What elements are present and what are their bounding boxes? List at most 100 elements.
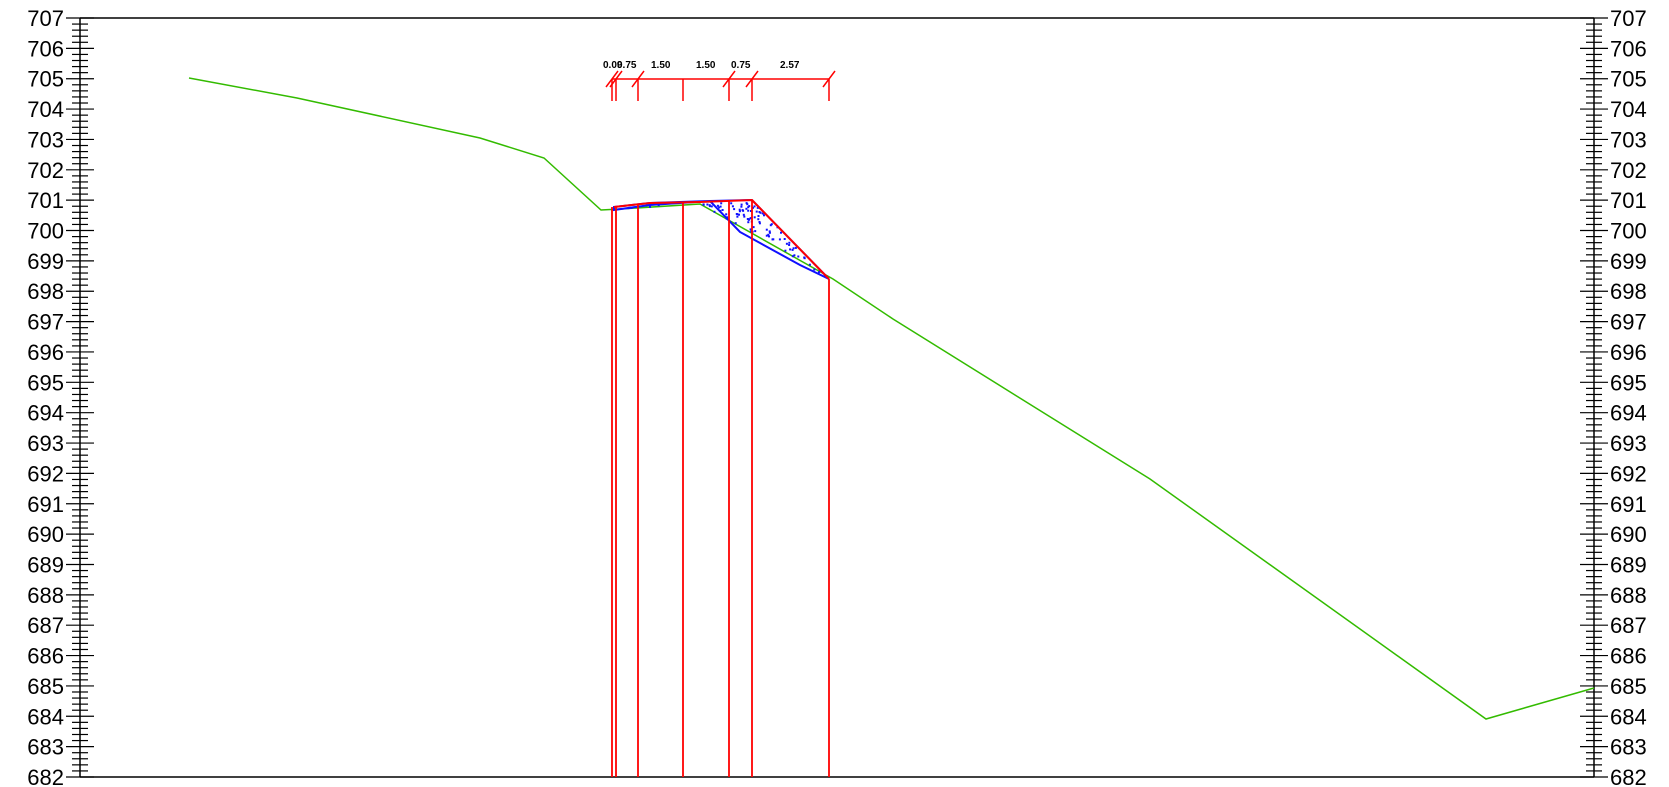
- dimension-label: 1.50: [696, 60, 716, 71]
- hatch-dot: [750, 217, 752, 220]
- hatch-dot: [754, 230, 757, 233]
- right-elevation-axis: [1580, 17, 1608, 778]
- elevation-tick-label: 705: [1610, 67, 1647, 92]
- elevation-tick-label: 694: [27, 401, 64, 426]
- hatch-dot: [808, 263, 811, 266]
- elevation-tick-label: 685: [27, 674, 64, 699]
- elevation-tick-label: 684: [27, 704, 64, 729]
- fill-area-polygon: [613, 198, 830, 280]
- hatch-dot: [725, 213, 728, 216]
- elevation-tick-label: 687: [27, 613, 64, 638]
- hatch-dot: [736, 215, 739, 218]
- hatch-dot: [746, 203, 749, 206]
- hatch-dot: [794, 246, 797, 249]
- elevation-tick-label: 701: [27, 188, 64, 213]
- stake-lines: [611, 200, 830, 777]
- elevation-tick-label: 701: [1610, 188, 1647, 213]
- elevation-tick-label: 700: [1610, 219, 1647, 244]
- hatch-dot: [742, 213, 745, 216]
- hatch-dot: [740, 205, 743, 208]
- hatch-dot: [708, 205, 711, 208]
- hatch-dot: [743, 215, 746, 218]
- elevation-tick-label: 706: [1610, 36, 1647, 61]
- hatch-dot: [750, 210, 752, 212]
- hatch-dot: [765, 228, 768, 231]
- hatch-dot: [753, 205, 756, 208]
- hatch-dot: [731, 205, 734, 208]
- hatch-dot: [726, 216, 729, 219]
- elevation-tick-label: 691: [27, 492, 64, 517]
- elevation-tick-label: 690: [27, 522, 64, 547]
- elevation-tick-label: 688: [27, 583, 64, 608]
- hatch-dot: [797, 255, 800, 258]
- elevation-tick-label: 702: [1610, 158, 1647, 183]
- hatch-dot: [768, 235, 770, 238]
- hatch-dot: [736, 213, 739, 216]
- hatch-dot: [746, 218, 749, 220]
- hatch-dot: [758, 221, 761, 223]
- design-section-outline: [613, 198, 830, 280]
- elevation-tick-label: 703: [27, 127, 64, 152]
- left-axis-labels: 707 706 705 704 703 702 701 700 699 698 697 696 695 6…: [27, 6, 64, 787]
- hatch-dot: [733, 208, 736, 211]
- hatch-dot: [702, 203, 705, 206]
- hatch-dot: [759, 211, 762, 214]
- hatch-dot: [791, 255, 794, 258]
- dimension-label: 0.09: [603, 60, 623, 71]
- hatch-dot: [761, 212, 764, 215]
- hatch-dot: [630, 207, 633, 209]
- elevation-tick-label: 683: [1610, 735, 1647, 760]
- hatch-dot: [765, 234, 768, 237]
- elevation-tick-label: 689: [1610, 552, 1647, 577]
- hatch-dot: [719, 209, 722, 212]
- elevation-tick-label: 684: [1610, 704, 1647, 729]
- hatch-dot: [706, 203, 709, 206]
- hatch-dot: [730, 202, 733, 205]
- elevation-tick-label: 695: [27, 370, 64, 395]
- hatch-dot: [785, 242, 788, 245]
- hatch-dot: [778, 238, 781, 241]
- hatch-dot: [763, 214, 765, 217]
- dimension-labels: 0.09 0.75 1.50 1.50 0.75 2.57: [603, 60, 800, 71]
- elevation-tick-label: 697: [1610, 310, 1647, 335]
- right-axis-labels: 707 706 705 704 703 702 701 700 699 698 697 696 695 6…: [1610, 6, 1647, 787]
- hatch-dot: [738, 213, 740, 216]
- hatch-dot: [770, 223, 773, 226]
- elevation-tick-label: 685: [1610, 674, 1647, 699]
- hatch-dot: [749, 228, 752, 231]
- elevation-tick-label: 689: [27, 552, 64, 577]
- hatch-dot: [817, 271, 820, 274]
- hatch-dot: [747, 221, 750, 224]
- hatch-dot: [783, 238, 786, 240]
- hatch-dot: [740, 203, 743, 206]
- elevation-tick-label: 707: [1610, 6, 1647, 31]
- hatch-dot: [767, 233, 770, 236]
- fill-area: [613, 198, 830, 280]
- hatch-dot: [741, 209, 744, 212]
- elevation-tick-label: 702: [27, 158, 64, 183]
- hatch-dot: [738, 208, 741, 211]
- elevation-tick-label: 692: [27, 461, 64, 486]
- hatch-dot: [768, 231, 771, 234]
- hatch-dot: [757, 218, 760, 221]
- elevation-tick-label: 690: [1610, 522, 1647, 547]
- hatch-dot: [755, 210, 758, 213]
- elevation-tick-label: 699: [27, 249, 64, 274]
- hatch-dot: [710, 205, 713, 208]
- hatch-dot: [768, 230, 771, 233]
- hatch-dot: [745, 202, 748, 205]
- elevation-tick-label: 696: [1610, 340, 1647, 365]
- hatch-dot: [813, 268, 816, 271]
- hatch-dot: [721, 209, 724, 211]
- hatch-dot: [627, 207, 630, 210]
- hatch-dot: [719, 205, 722, 208]
- hatch-dot: [772, 238, 775, 241]
- hatch-dot: [725, 217, 728, 220]
- hatch-dot: [784, 249, 787, 252]
- elevation-tick-label: 699: [1610, 249, 1647, 274]
- hatch-dot: [803, 256, 806, 259]
- elevation-tick-label: 693: [27, 431, 64, 456]
- hatch-dot: [793, 254, 796, 257]
- elevation-tick-label: 698: [27, 279, 64, 304]
